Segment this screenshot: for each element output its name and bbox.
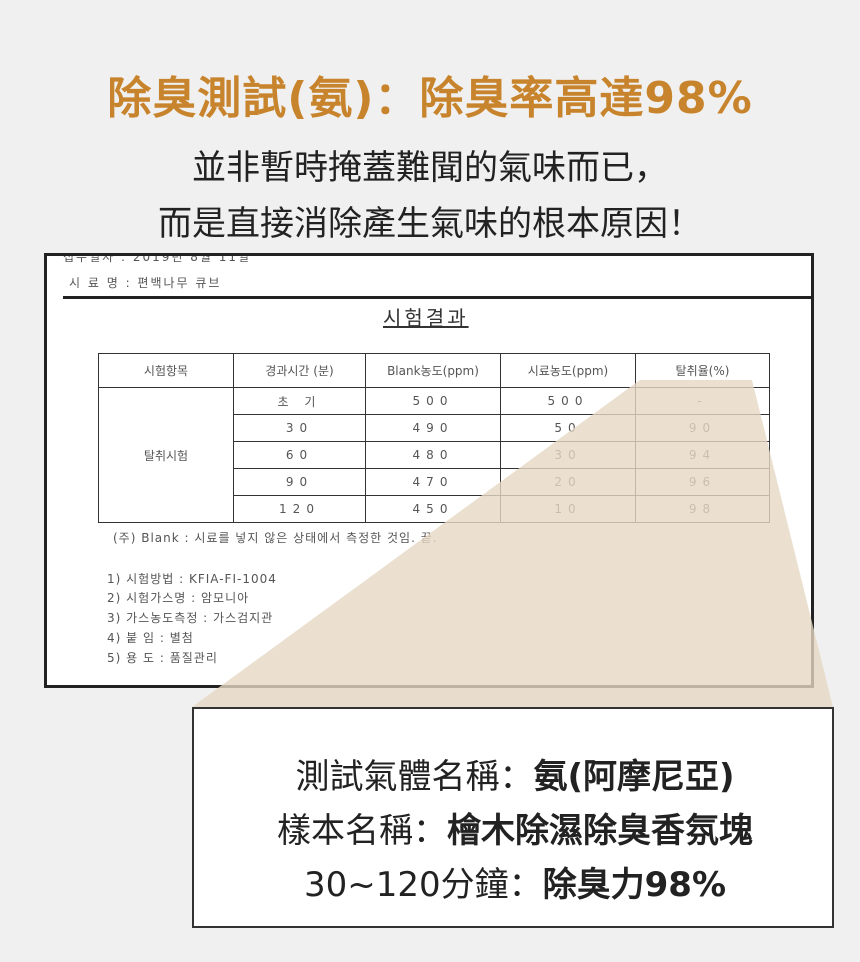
header-cell: 경과시간 (분): [233, 353, 366, 388]
divider: [63, 296, 811, 299]
header-cell: 시료농도(ppm): [500, 353, 636, 388]
list-item: 5) 용 도 : 품질관리: [107, 651, 218, 665]
cell: 30: [233, 414, 366, 442]
summary-gas: 測試氣體名稱：氨(阿摩尼亞): [295, 757, 735, 797]
sample-name: 시 료 명 : 편백나무 큐브: [69, 276, 222, 290]
cell: 500: [500, 387, 636, 415]
summary-sample: 樣本名稱：檜木除濕除臭香氛塊: [277, 811, 753, 851]
cell: 120: [233, 495, 366, 523]
list-item: 2) 시험가스명 : 암모니아: [107, 591, 250, 605]
list-item: 1) 시험방법 : KFIA-FI-1004: [107, 572, 277, 586]
test-item: 탈취시험: [98, 387, 234, 523]
report-title: 시험결과: [383, 306, 469, 330]
headline: 除臭測試(氨)：除臭率高達98%: [107, 73, 753, 124]
cell: 500: [365, 387, 501, 415]
cell: 초 기: [233, 387, 366, 415]
header-cell: Blank농도(ppm): [365, 353, 501, 388]
header-cell: 시험항목: [98, 353, 234, 388]
cell: 470: [365, 468, 501, 496]
list-item: 4) 붙 임 : 별첨: [107, 631, 194, 645]
list-item: 3) 가스농도측정 : 가스검지관: [107, 611, 274, 625]
subline-1: 並非暫時掩蓋難聞的氣味而已，: [192, 148, 668, 188]
summary-result: 30~120分鐘：除臭力98%: [303, 865, 727, 905]
cell: 90: [233, 468, 366, 496]
note: (주) Blank : 시료를 넣지 않은 상태에서 측정한 것임. 끝.: [113, 531, 438, 545]
subline-2: 而是直接消除產生氣味的根本原因！: [158, 204, 702, 244]
report-date: 접수일자 : 2019년 8월 11일: [63, 253, 252, 264]
summary-box: 測試氣體名稱：氨(阿摩尼亞) 樣本名稱：檜木除濕除臭香氛塊 30~120分鐘：除…: [192, 707, 834, 928]
